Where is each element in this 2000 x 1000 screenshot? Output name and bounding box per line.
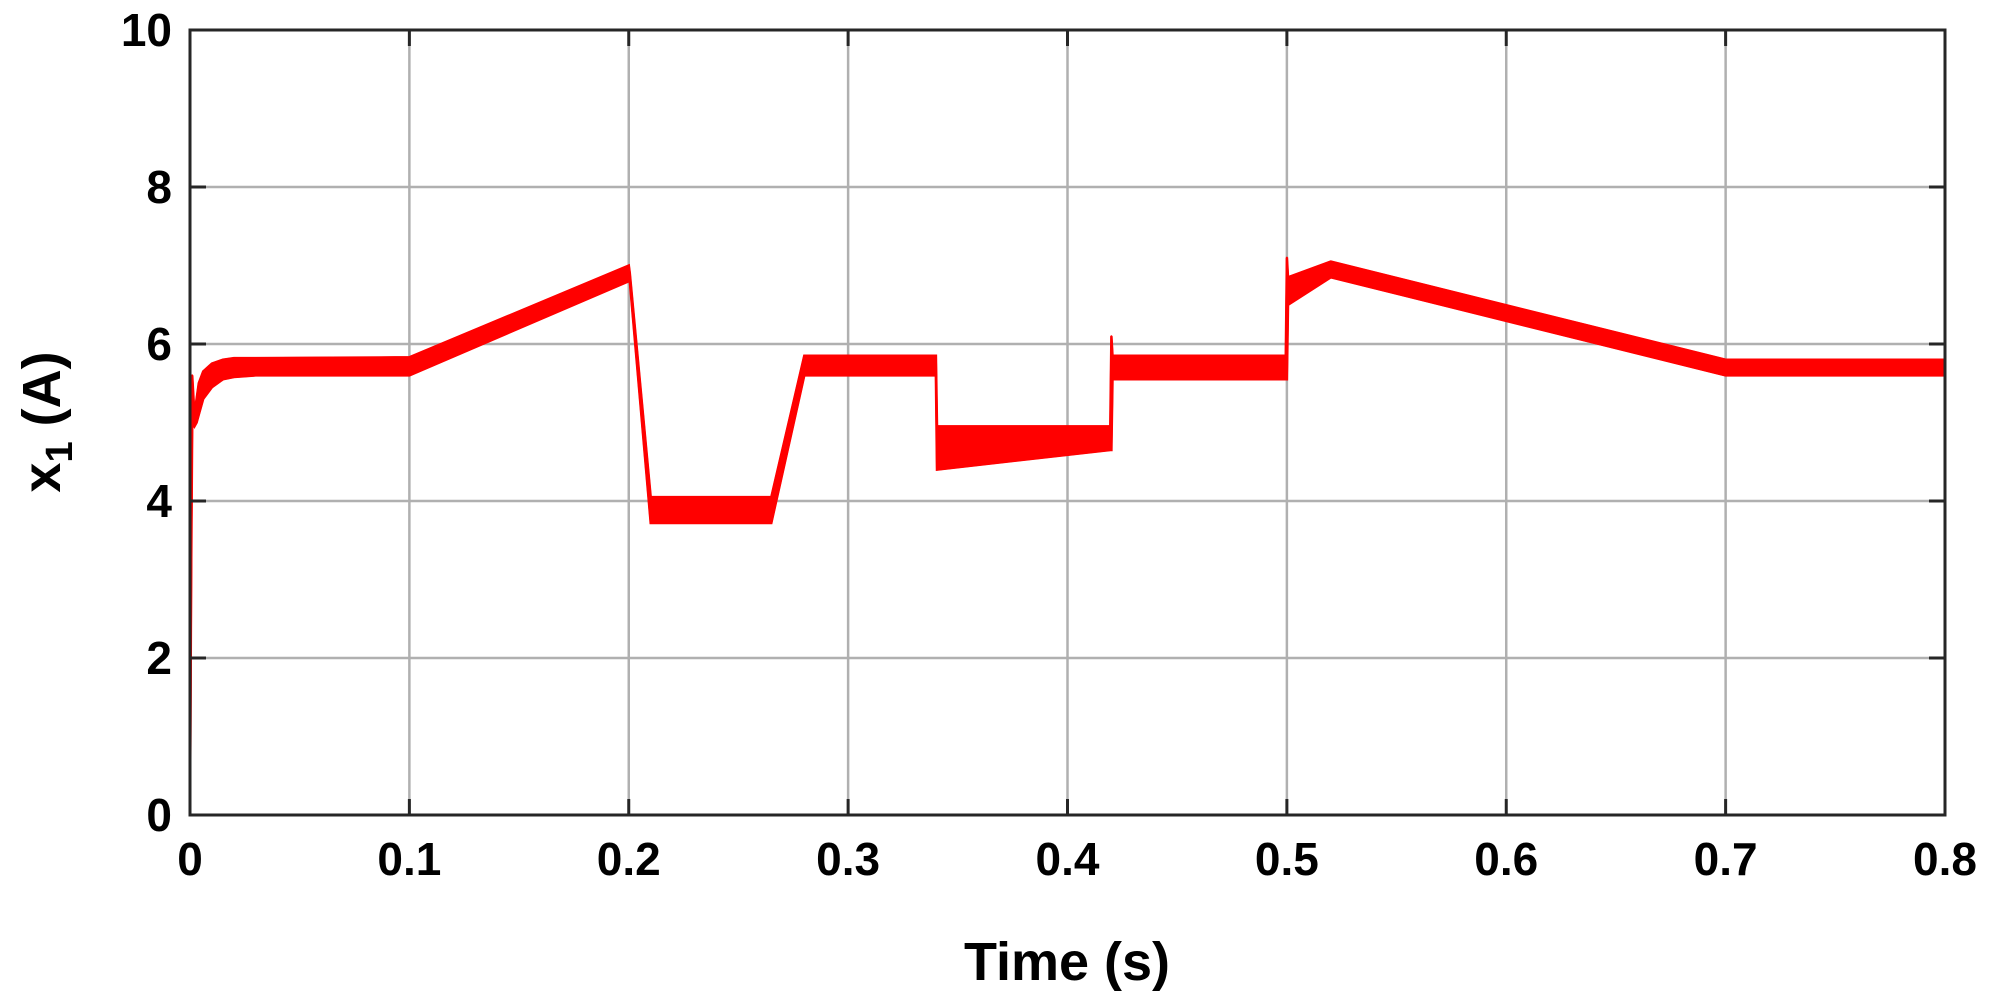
y-tick-label: 8: [146, 161, 172, 213]
x-tick-label: 0.3: [816, 833, 880, 885]
y-tick-label: 0: [146, 789, 172, 841]
y-tick-label: 10: [121, 4, 172, 56]
y-axis-label-unit: (A): [12, 351, 72, 441]
x-tick-label: 0.5: [1255, 833, 1319, 885]
x-tick-label: 0.6: [1474, 833, 1538, 885]
y-axis-label-subscript: 1: [39, 441, 81, 462]
x-tick-label: 0: [177, 833, 203, 885]
x1-lower-line: [188, 275, 1945, 816]
x-tick-labels: 0 0.1 0.2 0.3 0.4 0.5 0.6 0.7 0.8: [177, 833, 1977, 885]
y-tick-label: 2: [146, 632, 172, 684]
x-tick-label: 0.4: [1036, 833, 1100, 885]
x-tick-label: 0.2: [597, 833, 661, 885]
x-tick-label: 0.1: [377, 833, 441, 885]
y-tick-label: 4: [146, 475, 172, 527]
axis-ticks: [188, 28, 1947, 817]
x-tick-label: 0.7: [1694, 833, 1758, 885]
x1-upper-line: [188, 257, 1945, 816]
y-tick-labels: 0 2 4 6 8 10: [121, 4, 173, 841]
grid-lines: [188, 28, 1947, 817]
x-tick-label: 0.8: [1913, 833, 1977, 885]
y-axis-label: x1 (A): [12, 351, 81, 492]
y-tick-label: 6: [146, 318, 172, 370]
y-axis-label-main: x: [12, 463, 72, 493]
x-axis-label: Time (s): [964, 932, 1170, 992]
